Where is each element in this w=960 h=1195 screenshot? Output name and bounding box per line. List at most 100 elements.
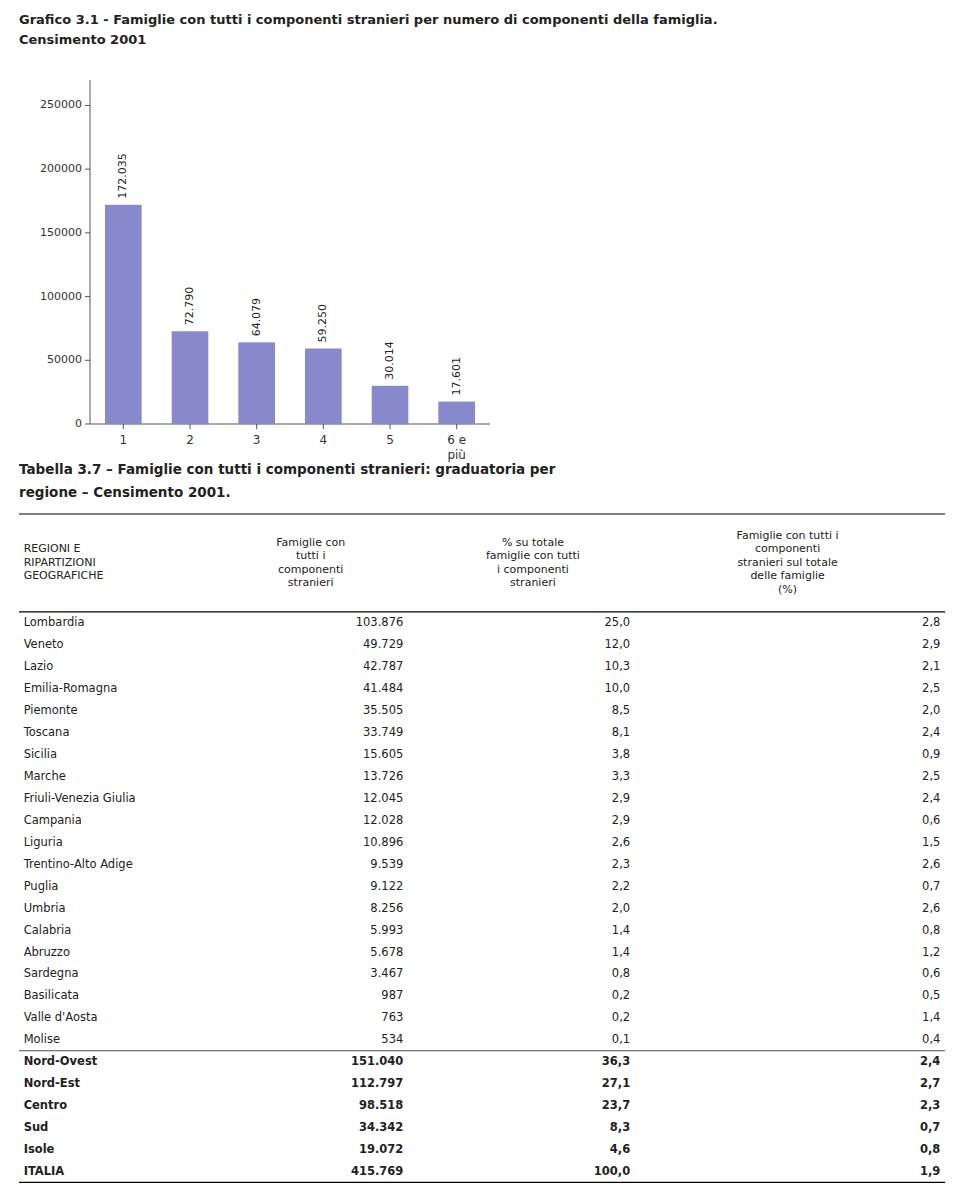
bar (238, 342, 275, 424)
table-cell: 2,3 (612, 857, 630, 871)
table-cell: Lombardia (24, 615, 85, 629)
table-cell: Sicilia (24, 747, 57, 761)
table-cell: 9.539 (370, 857, 403, 871)
table-summary-cell: 36,3 (602, 1054, 630, 1068)
table-cell: 1,5 (922, 835, 940, 849)
table-summary-cell: 100,0 (594, 1164, 630, 1178)
x-tick-label: 4 (320, 433, 328, 447)
table-cell: 103.876 (356, 615, 404, 629)
table-summary-cell: 151.040 (351, 1054, 403, 1068)
table-cell: 3,3 (612, 769, 630, 783)
table-cell: 2,9 (612, 813, 630, 827)
table-summary-cell: 0,7 (920, 1120, 940, 1134)
y-tick-label: 50000 (47, 353, 82, 366)
bar (372, 386, 409, 424)
table-rule (19, 1050, 945, 1051)
table-cell: 12,0 (605, 637, 631, 651)
table-cell: 0,5 (922, 988, 940, 1002)
table-cell: 0,8 (612, 966, 630, 980)
table-summary-cell: 112.797 (351, 1076, 403, 1090)
table-cell: 763 (381, 1010, 403, 1024)
table-rule (19, 513, 945, 514)
table-summary-cell: Nord-Ovest (24, 1054, 98, 1068)
y-tick (85, 296, 90, 297)
bars (105, 205, 475, 424)
chart-title: Grafico 3.1 - Famiglie con tutti i compo… (19, 12, 718, 27)
table-cell: 0,9 (922, 747, 940, 761)
data-labels: 172.03572.79064.07959.25030.01417.601 (116, 153, 462, 395)
x-tick-label: 3 (253, 433, 261, 447)
table-summary-cell: 19.072 (359, 1142, 403, 1156)
axes: 050000100000150000200000250000123456 epi… (40, 80, 490, 462)
table-cell: 0,2 (612, 1010, 630, 1024)
bar (305, 349, 342, 424)
bar (172, 331, 209, 424)
table-summary-cell: 1,9 (920, 1164, 940, 1178)
table-cell: 0,1 (612, 1032, 630, 1046)
table-cell: Veneto (24, 637, 64, 651)
table-subtitle: regione – Censimento 2001. (19, 484, 231, 500)
table-summary-cell: 8,3 (610, 1120, 630, 1134)
y-tick (85, 232, 90, 233)
table-cell: 9.122 (370, 879, 403, 893)
table-cell: 8,5 (612, 703, 630, 717)
data-label: 59.250 (316, 304, 329, 343)
table-cell: 0,2 (612, 988, 630, 1002)
table-summary-cell: 415.769 (351, 1164, 403, 1178)
table-cell: 10,0 (605, 681, 631, 695)
table-cell: 41.484 (363, 681, 403, 695)
table-cell: 0,4 (922, 1032, 940, 1046)
x-tick (256, 424, 257, 429)
table-cell: 49.729 (363, 637, 403, 651)
background (0, 0, 960, 1195)
x-tick-label: 5 (386, 433, 394, 447)
x-tick (390, 424, 391, 429)
x-tick-label: 6 epiù (447, 433, 466, 462)
table-summary-cell: 0,8 (920, 1142, 940, 1156)
y-tick-label: 200000 (40, 162, 82, 175)
x-tick-label: 2 (186, 433, 194, 447)
table-cell: 2,0 (922, 703, 940, 717)
table-cell: 1,4 (612, 945, 630, 959)
table-cell: 2,2 (612, 879, 630, 893)
table-cell: 25,0 (605, 615, 631, 629)
table-cell: 0,7 (922, 879, 940, 893)
table-cell: 0,6 (922, 813, 940, 827)
table-rule (19, 1182, 945, 1183)
table-cell: Abruzzo (24, 945, 70, 959)
table-cell: 35.505 (363, 703, 403, 717)
x-axis-line (90, 424, 490, 425)
table-summary-cell: 34.342 (359, 1120, 403, 1134)
table-cell: 33.749 (363, 725, 403, 739)
table-cell: 1,4 (922, 1010, 940, 1024)
x-tick (123, 424, 124, 429)
table-header: REGIONI ERIPARTIZIONIGEOGRAFICHE (24, 542, 104, 582)
table-cell: Calabria (24, 923, 72, 937)
table-summary-cell: 27,1 (602, 1076, 630, 1090)
table-cell: Marche (24, 769, 66, 783)
table-summary-cell: 98.518 (359, 1098, 403, 1112)
table-cell: Sardegna (24, 966, 79, 980)
table-summary-cell: ITALIA (24, 1164, 65, 1178)
y-tick (85, 424, 90, 425)
table-cell: 534 (381, 1032, 403, 1046)
chart-subtitle: Censimento 2001 (19, 32, 146, 47)
table-cell: Basilicata (24, 988, 79, 1002)
table-cell: 987 (381, 988, 403, 1002)
table-cell: 5.678 (370, 945, 403, 959)
y-tick-label: 100000 (40, 290, 82, 303)
data-label: 30.014 (383, 341, 396, 380)
table-cell: 0,6 (922, 966, 940, 980)
table-cell: 2,6 (922, 901, 940, 915)
table-cell: 1,2 (922, 945, 940, 959)
table-cell: Liguria (24, 835, 63, 849)
table-cell: 2,4 (922, 791, 940, 805)
table-cell: Emilia-Romagna (24, 681, 118, 695)
table-cell: 2,8 (922, 615, 940, 629)
bar (105, 205, 142, 424)
table-cell: Toscana (23, 725, 70, 739)
table-cell: 15.605 (363, 747, 403, 761)
table-cell: Trentino-Alto Adige (23, 857, 133, 871)
table-cell: 0,8 (922, 923, 940, 937)
table-cell: 5.993 (370, 923, 403, 937)
